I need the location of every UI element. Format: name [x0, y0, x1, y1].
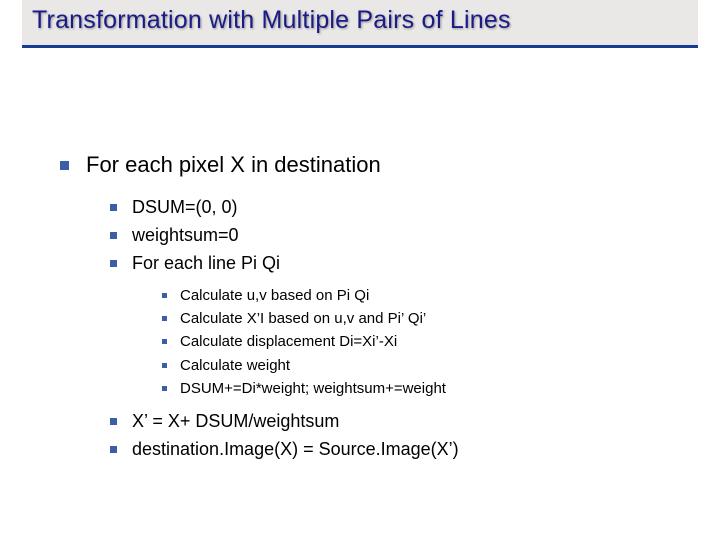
list-item-text: Calculate weight [180, 357, 290, 374]
list-item: Calculate weight [162, 354, 690, 377]
list-item-text: DSUM=(0, 0) [132, 197, 238, 217]
bullet-icon [162, 339, 167, 344]
list-item-text: DSUM+=Di*weight; weightsum+=weight [180, 380, 446, 397]
list-item-text: Calculate displacement Di=Xi’-Xi [180, 333, 397, 350]
list-item: destination.Image(X) = Source.Image(X’) [110, 436, 690, 462]
list-item-text: Calculate X’I based on u,v and Pi’ Qi’ [180, 310, 426, 327]
slide-title: Transformation with Multiple Pairs of Li… [32, 6, 688, 35]
title-bar: Transformation with Multiple Pairs of Li… [22, 0, 698, 48]
list-item: weightsum=0 [110, 222, 690, 248]
list-item-text: For each pixel X in destination [86, 152, 381, 177]
title-region: Transformation with Multiple Pairs of Li… [0, 0, 720, 48]
list-item: DSUM+=Di*weight; weightsum+=weight [162, 377, 690, 400]
list-item-text: Calculate u,v based on Pi Qi [180, 287, 369, 304]
bullet-icon [110, 418, 117, 425]
list-item-text: For each line Pi Qi [132, 253, 280, 273]
list-item-text: weightsum=0 [132, 225, 239, 245]
list-item: Calculate u,v based on Pi Qi [162, 284, 690, 307]
slide: Transformation with Multiple Pairs of Li… [0, 0, 720, 540]
list-item: X’ = X+ DSUM/weightsum [110, 408, 690, 434]
bullet-icon [110, 232, 117, 239]
list-item-text: destination.Image(X) = Source.Image(X’) [132, 439, 459, 459]
bullet-icon [162, 316, 167, 321]
bullet-icon [60, 161, 69, 170]
bullet-icon [110, 446, 117, 453]
list-item-text: X’ = X+ DSUM/weightsum [132, 411, 339, 431]
bullet-icon [162, 386, 167, 391]
list-item: Calculate displacement Di=Xi’-Xi [162, 330, 690, 353]
bullet-icon [110, 204, 117, 211]
bullet-list-lvl2: DSUM=(0, 0) weightsum=0 For each line Pi… [110, 194, 690, 463]
list-item: For each line Pi Qi Calculate u,v based … [110, 250, 690, 400]
bullet-icon [162, 363, 167, 368]
slide-content: For each pixel X in destination DSUM=(0,… [60, 150, 690, 474]
bullet-list-lvl1: For each pixel X in destination DSUM=(0,… [60, 150, 690, 462]
bullet-icon [162, 293, 167, 298]
bullet-icon [110, 260, 117, 267]
list-item: DSUM=(0, 0) [110, 194, 690, 220]
list-item: Calculate X’I based on u,v and Pi’ Qi’ [162, 307, 690, 330]
list-item: For each pixel X in destination DSUM=(0,… [60, 150, 690, 462]
bullet-list-lvl3: Calculate u,v based on Pi Qi Calculate X… [162, 284, 690, 400]
